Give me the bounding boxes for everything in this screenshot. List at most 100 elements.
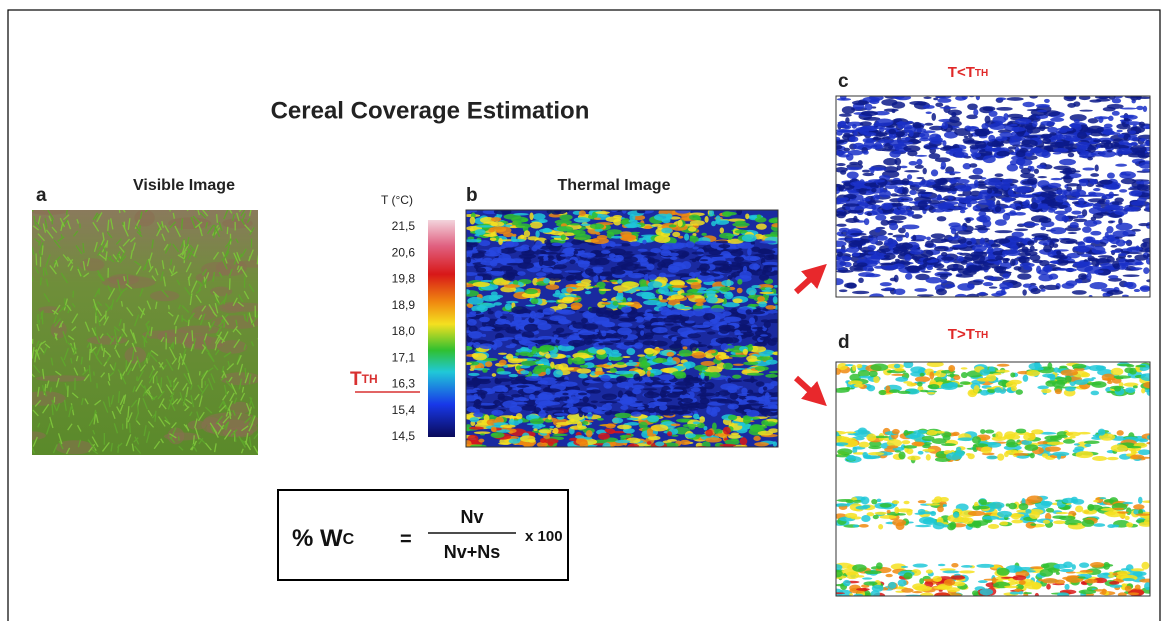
texture-spot: [920, 132, 930, 140]
texture-spot: [597, 418, 604, 421]
texture-spot: [747, 373, 764, 376]
texture-spot: [1074, 119, 1080, 123]
texture-spot: [1090, 231, 1101, 236]
texture-spot: [746, 355, 757, 361]
texture-spot: [601, 250, 611, 254]
texture-spot: [570, 419, 574, 422]
texture-spot: [570, 223, 580, 225]
texture-spot: [670, 256, 677, 260]
texture-spot: [861, 111, 878, 116]
texture-spot: [972, 245, 987, 252]
texture-spot: [499, 360, 507, 366]
texture-spot: [1063, 439, 1075, 444]
texture-spot: [907, 174, 912, 179]
texture-spot: [692, 247, 698, 250]
texture-spot: [573, 357, 585, 364]
texture-spot: [756, 399, 771, 401]
panel-label: T>TTH: [948, 326, 988, 343]
texture-spot: [467, 407, 477, 413]
texture-spot: [989, 240, 994, 244]
texture-spot: [483, 234, 498, 237]
texture-spot: [486, 271, 503, 274]
soil-patch: [168, 428, 185, 445]
texture-spot: [689, 289, 699, 292]
texture-spot: [485, 361, 492, 367]
texture-spot: [524, 324, 539, 332]
texture-spot: [1087, 258, 1098, 262]
texture-spot: [1017, 273, 1031, 279]
texture-spot: [1039, 217, 1051, 223]
texture-spot: [647, 415, 659, 422]
texture-spot: [894, 288, 906, 295]
texture-spot: [1108, 275, 1118, 279]
texture-spot: [631, 411, 642, 416]
texture-spot: [576, 282, 591, 286]
texture-spot: [507, 331, 521, 334]
texture-spot: [491, 410, 503, 416]
texture-spot: [475, 229, 486, 235]
texture-spot: [579, 355, 593, 358]
texture-spot: [995, 206, 1001, 212]
texture-spot: [530, 418, 544, 424]
texture-spot: [852, 252, 860, 256]
texture-spot: [893, 250, 903, 254]
texture-spot: [515, 337, 530, 341]
texture-spot: [839, 289, 848, 292]
texture-spot: [546, 368, 551, 375]
texture-spot: [951, 188, 958, 191]
texture-spot: [1064, 584, 1069, 590]
texture-spot: [1141, 562, 1149, 570]
texture-spot: [857, 262, 868, 267]
texture-spot: [1119, 140, 1129, 145]
texture-spot: [1106, 200, 1110, 204]
texture-spot: [533, 428, 537, 431]
texture-spot: [643, 340, 655, 345]
texture-spot: [539, 429, 552, 433]
texture-spot: [973, 109, 978, 116]
texture-spot: [707, 345, 713, 348]
texture-spot: [468, 331, 482, 338]
texture-spot: [1095, 165, 1099, 172]
texture-spot: [749, 317, 755, 324]
texture-spot: [952, 244, 967, 247]
texture-spot: [728, 236, 733, 240]
texture-spot: [525, 376, 542, 381]
texture-spot: [638, 325, 645, 328]
texture-spot: [1080, 254, 1092, 258]
grass-blade: [235, 203, 240, 210]
texture-spot: [879, 263, 895, 266]
texture-spot: [706, 296, 718, 303]
texture-spot: [637, 354, 645, 356]
texture-spot: [516, 365, 521, 369]
texture-spot: [595, 211, 610, 214]
texture-spot: [586, 430, 593, 437]
texture-spot: [495, 338, 508, 341]
texture-spot: [765, 287, 772, 290]
texture-spot: [554, 364, 563, 370]
texture-spot: [864, 218, 869, 225]
texture-spot: [640, 330, 644, 336]
texture-spot: [905, 273, 912, 280]
texture-spot: [520, 235, 524, 239]
texture-spot: [864, 183, 875, 187]
texture-spot: [497, 371, 511, 375]
texture-spot: [1123, 282, 1133, 288]
texture-spot: [644, 348, 655, 355]
texture-spot: [578, 374, 588, 379]
texture-spot: [1088, 118, 1099, 123]
texture-spot: [769, 219, 776, 223]
texture-spot: [580, 365, 588, 368]
texture-spot: [916, 189, 926, 192]
texture-spot: [761, 319, 770, 322]
texture-spot: [640, 257, 648, 261]
texture-spot: [1082, 167, 1094, 170]
texture-spot: [500, 266, 513, 271]
texture-spot: [923, 168, 927, 174]
texture-spot: [995, 173, 1004, 177]
texture-spot: [937, 98, 951, 103]
grass-blade: [167, 201, 170, 211]
texture-spot: [1137, 198, 1147, 202]
texture-spot: [756, 381, 765, 386]
texture-spot: [680, 307, 693, 310]
texture-spot: [760, 334, 768, 336]
